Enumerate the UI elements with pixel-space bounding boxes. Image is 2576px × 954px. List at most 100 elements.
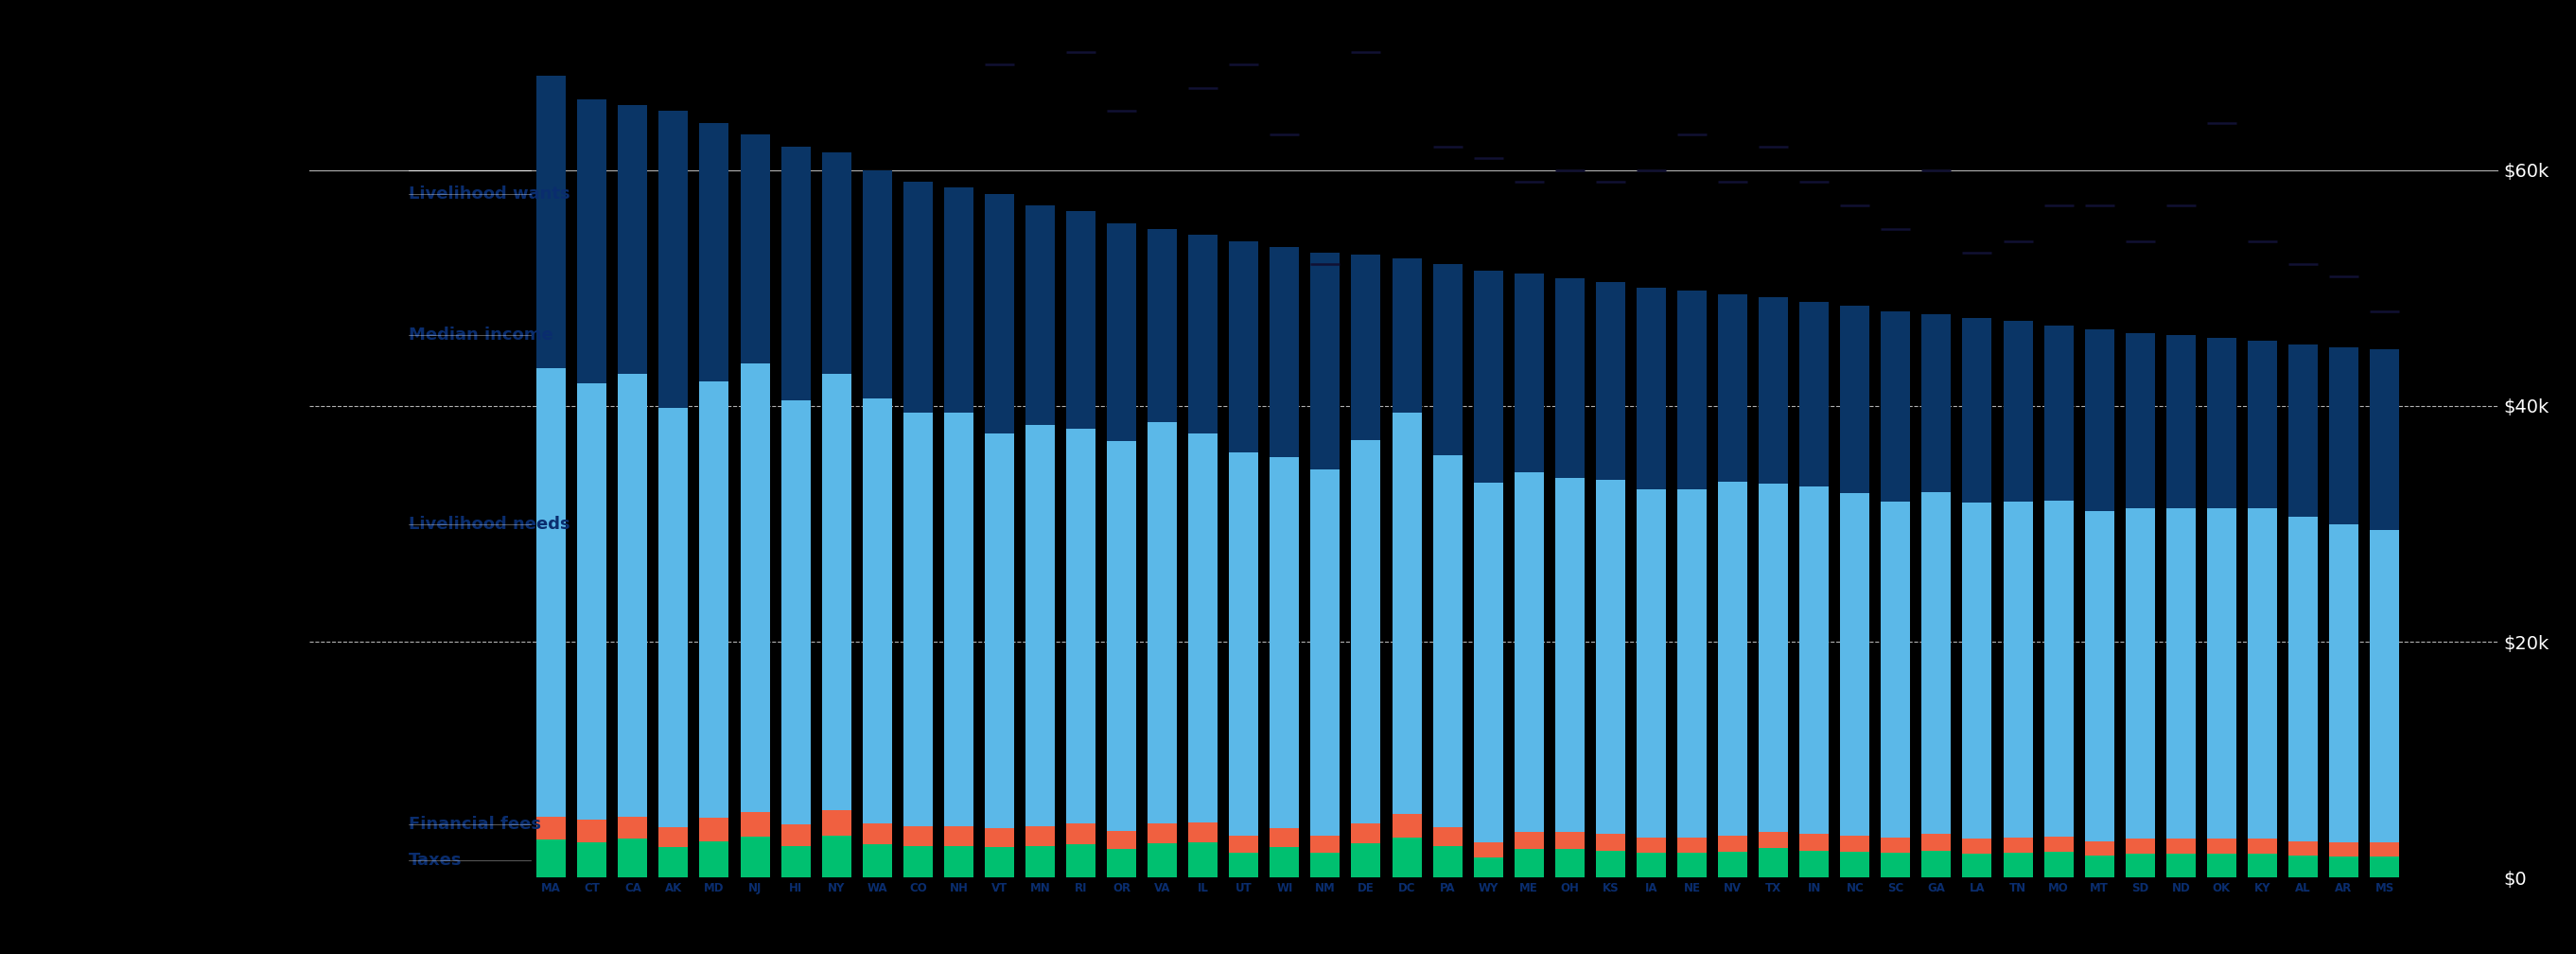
Bar	[1556, 832, 1584, 849]
Bar	[1473, 483, 1502, 842]
Bar	[1880, 502, 1911, 838]
Bar	[2043, 326, 2074, 500]
Bar	[1432, 264, 1463, 455]
Bar	[659, 112, 688, 408]
Bar	[1718, 482, 1747, 836]
Bar	[984, 194, 1015, 433]
Bar	[2329, 857, 2360, 878]
Bar	[701, 382, 729, 818]
Bar	[1880, 312, 1911, 502]
Bar	[1270, 457, 1298, 828]
Bar	[2125, 854, 2154, 878]
Bar	[1066, 844, 1095, 878]
Bar	[2166, 839, 2195, 854]
Bar	[739, 363, 770, 812]
Bar	[2004, 321, 2032, 502]
Bar	[2166, 508, 2195, 839]
Bar	[2329, 524, 2360, 842]
Bar	[577, 99, 605, 384]
Bar	[1108, 831, 1136, 849]
Bar	[1149, 823, 1177, 843]
Bar	[984, 433, 1015, 828]
Bar	[2370, 842, 2398, 857]
Bar	[536, 840, 567, 878]
Text: Median income: Median income	[410, 326, 554, 343]
Bar	[1149, 423, 1177, 823]
Bar	[781, 400, 811, 824]
Bar	[1270, 247, 1298, 457]
Bar	[1025, 846, 1054, 878]
Bar	[1880, 853, 1911, 878]
Bar	[1718, 294, 1747, 482]
Bar	[1391, 413, 1422, 814]
Bar	[781, 147, 811, 400]
Bar	[1025, 826, 1054, 846]
Bar	[2004, 502, 2032, 838]
Bar	[1595, 480, 1625, 834]
Bar	[2287, 517, 2318, 841]
Bar	[1149, 843, 1177, 878]
Bar	[1839, 852, 1870, 878]
Bar	[1801, 834, 1829, 851]
Bar	[2370, 857, 2398, 878]
Bar	[984, 828, 1015, 847]
Bar	[2125, 508, 2154, 839]
Bar	[1270, 828, 1298, 847]
Bar	[2125, 839, 2154, 854]
Bar	[2004, 853, 2032, 878]
Bar	[1432, 455, 1463, 827]
Bar	[1677, 853, 1708, 878]
Bar	[1922, 314, 1950, 492]
Bar	[1391, 838, 1422, 878]
Bar	[1432, 846, 1463, 878]
Bar	[1839, 305, 1870, 493]
Bar	[943, 188, 974, 413]
Bar	[618, 839, 647, 878]
Bar	[1108, 442, 1136, 831]
Bar	[904, 846, 933, 878]
Bar	[536, 75, 567, 368]
Bar	[2166, 335, 2195, 508]
Bar	[2249, 508, 2277, 839]
Bar	[1473, 270, 1502, 483]
Bar	[1718, 852, 1747, 878]
Bar	[863, 170, 891, 399]
Bar	[904, 182, 933, 413]
Bar	[659, 827, 688, 847]
Bar	[1515, 849, 1543, 878]
Bar	[618, 374, 647, 817]
Bar	[1025, 205, 1054, 425]
Bar	[1922, 834, 1950, 851]
Text: Livelihood needs: Livelihood needs	[410, 515, 569, 532]
Bar	[577, 842, 605, 878]
Bar	[1229, 836, 1260, 853]
Bar	[2043, 500, 2074, 837]
Bar	[2329, 347, 2360, 524]
Bar	[2249, 342, 2277, 508]
Bar	[1515, 274, 1543, 472]
Bar	[1595, 834, 1625, 851]
Bar	[1311, 253, 1340, 469]
Bar	[1677, 838, 1708, 853]
Bar	[1801, 851, 1829, 878]
Bar	[2287, 344, 2318, 517]
Bar	[577, 384, 605, 819]
Bar	[822, 153, 850, 374]
Bar	[1636, 838, 1667, 853]
Bar	[1066, 823, 1095, 844]
Bar	[781, 846, 811, 878]
Bar	[2287, 841, 2318, 856]
Bar	[1595, 282, 1625, 480]
Bar	[943, 846, 974, 878]
Bar	[1270, 847, 1298, 878]
Bar	[2249, 854, 2277, 878]
Bar	[701, 841, 729, 878]
Bar	[1311, 853, 1340, 878]
Bar	[1311, 836, 1340, 853]
Bar	[822, 374, 850, 811]
Bar	[2370, 349, 2398, 529]
Bar	[739, 812, 770, 837]
Bar	[1595, 851, 1625, 878]
Bar	[1473, 842, 1502, 858]
Bar	[536, 368, 567, 817]
